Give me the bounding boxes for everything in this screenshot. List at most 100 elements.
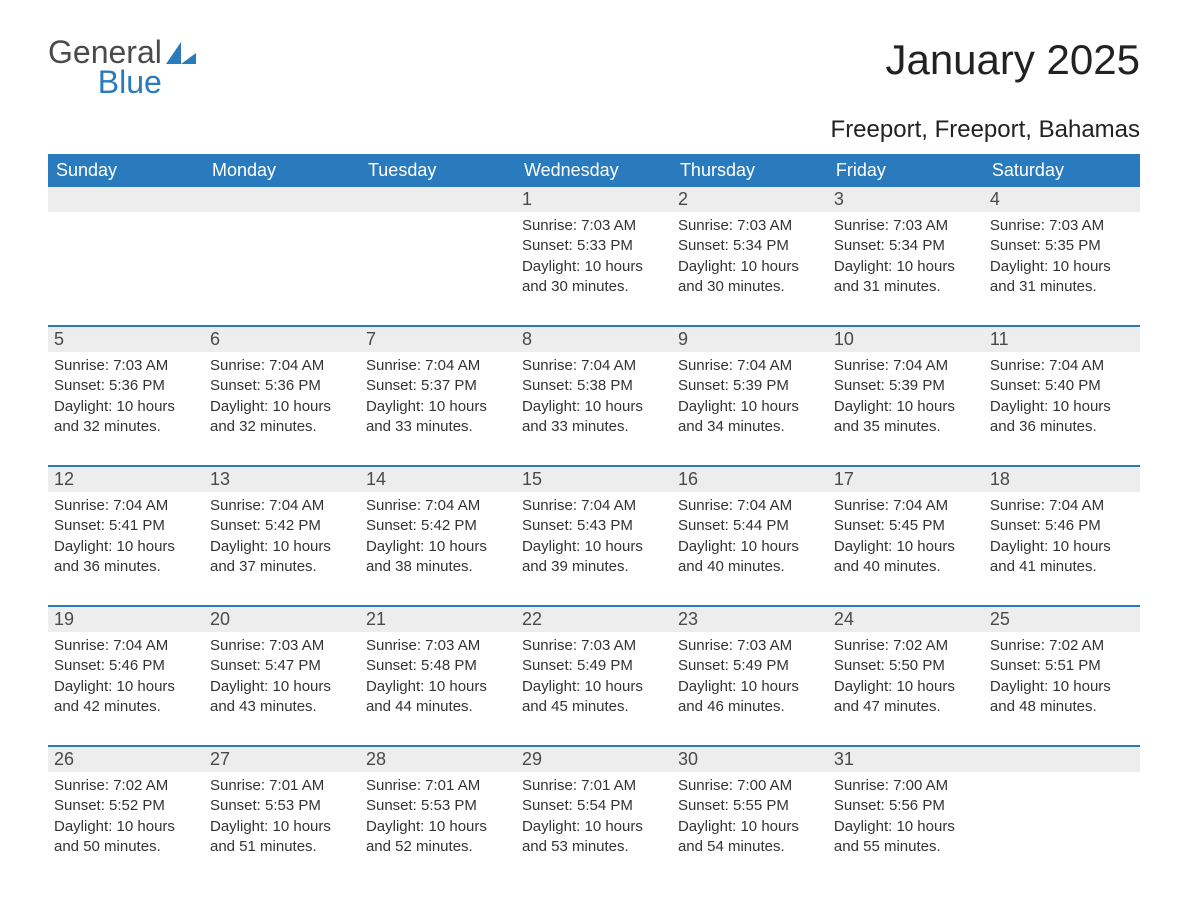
day-number: 11 <box>984 327 1140 352</box>
sunset-text: Sunset: 5:36 PM <box>54 376 198 396</box>
daylight-text: Daylight: 10 hours and 42 minutes. <box>54 677 198 718</box>
sunset-text: Sunset: 5:41 PM <box>54 516 198 536</box>
sunset-text: Sunset: 5:56 PM <box>834 796 978 816</box>
day-details: Sunrise: 7:04 AMSunset: 5:36 PMDaylight:… <box>204 352 360 465</box>
calendar-day-cell <box>360 187 516 326</box>
day-details: Sunrise: 7:01 AMSunset: 5:54 PMDaylight:… <box>516 772 672 885</box>
day-details: Sunrise: 7:04 AMSunset: 5:40 PMDaylight:… <box>984 352 1140 465</box>
daylight-text: Daylight: 10 hours and 38 minutes. <box>366 537 510 578</box>
calendar-day-cell: 30Sunrise: 7:00 AMSunset: 5:55 PMDayligh… <box>672 746 828 885</box>
day-number: 19 <box>48 607 204 632</box>
weekday-header: Monday <box>204 154 360 187</box>
day-number: 24 <box>828 607 984 632</box>
day-number: 17 <box>828 467 984 492</box>
day-details: Sunrise: 7:04 AMSunset: 5:46 PMDaylight:… <box>984 492 1140 605</box>
day-number: 9 <box>672 327 828 352</box>
sunset-text: Sunset: 5:50 PM <box>834 656 978 676</box>
day-number <box>204 187 360 212</box>
day-details: Sunrise: 7:03 AMSunset: 5:34 PMDaylight:… <box>672 212 828 325</box>
weekday-header: Thursday <box>672 154 828 187</box>
day-number: 3 <box>828 187 984 212</box>
calendar-day-cell: 17Sunrise: 7:04 AMSunset: 5:45 PMDayligh… <box>828 466 984 606</box>
sunset-text: Sunset: 5:34 PM <box>678 236 822 256</box>
sunset-text: Sunset: 5:39 PM <box>834 376 978 396</box>
daylight-text: Daylight: 10 hours and 31 minutes. <box>834 257 978 298</box>
calendar-day-cell <box>984 746 1140 885</box>
sunset-text: Sunset: 5:53 PM <box>366 796 510 816</box>
calendar-day-cell: 20Sunrise: 7:03 AMSunset: 5:47 PMDayligh… <box>204 606 360 746</box>
calendar-day-cell: 12Sunrise: 7:04 AMSunset: 5:41 PMDayligh… <box>48 466 204 606</box>
sunrise-text: Sunrise: 7:04 AM <box>990 496 1134 516</box>
day-details <box>48 212 204 322</box>
daylight-text: Daylight: 10 hours and 53 minutes. <box>522 817 666 858</box>
day-details: Sunrise: 7:04 AMSunset: 5:39 PMDaylight:… <box>672 352 828 465</box>
calendar-day-cell: 25Sunrise: 7:02 AMSunset: 5:51 PMDayligh… <box>984 606 1140 746</box>
day-details: Sunrise: 7:00 AMSunset: 5:55 PMDaylight:… <box>672 772 828 885</box>
calendar-day-cell: 13Sunrise: 7:04 AMSunset: 5:42 PMDayligh… <box>204 466 360 606</box>
calendar-day-cell: 16Sunrise: 7:04 AMSunset: 5:44 PMDayligh… <box>672 466 828 606</box>
calendar-day-cell: 24Sunrise: 7:02 AMSunset: 5:50 PMDayligh… <box>828 606 984 746</box>
sunset-text: Sunset: 5:53 PM <box>210 796 354 816</box>
sunset-text: Sunset: 5:45 PM <box>834 516 978 536</box>
day-number: 23 <box>672 607 828 632</box>
day-number: 4 <box>984 187 1140 212</box>
day-number: 31 <box>828 747 984 772</box>
page-title: January 2025 <box>885 36 1140 84</box>
calendar-day-cell: 23Sunrise: 7:03 AMSunset: 5:49 PMDayligh… <box>672 606 828 746</box>
day-details: Sunrise: 7:02 AMSunset: 5:51 PMDaylight:… <box>984 632 1140 745</box>
sunset-text: Sunset: 5:35 PM <box>990 236 1134 256</box>
day-details: Sunrise: 7:04 AMSunset: 5:38 PMDaylight:… <box>516 352 672 465</box>
calendar-week-row: 5Sunrise: 7:03 AMSunset: 5:36 PMDaylight… <box>48 326 1140 466</box>
daylight-text: Daylight: 10 hours and 44 minutes. <box>366 677 510 718</box>
day-number: 22 <box>516 607 672 632</box>
calendar-day-cell: 8Sunrise: 7:04 AMSunset: 5:38 PMDaylight… <box>516 326 672 466</box>
day-details: Sunrise: 7:04 AMSunset: 5:37 PMDaylight:… <box>360 352 516 465</box>
sunrise-text: Sunrise: 7:03 AM <box>678 636 822 656</box>
day-number: 13 <box>204 467 360 492</box>
day-details: Sunrise: 7:03 AMSunset: 5:47 PMDaylight:… <box>204 632 360 745</box>
sunrise-text: Sunrise: 7:02 AM <box>834 636 978 656</box>
sunset-text: Sunset: 5:40 PM <box>990 376 1134 396</box>
sunset-text: Sunset: 5:33 PM <box>522 236 666 256</box>
calendar-day-cell: 9Sunrise: 7:04 AMSunset: 5:39 PMDaylight… <box>672 326 828 466</box>
day-number: 25 <box>984 607 1140 632</box>
day-number: 18 <box>984 467 1140 492</box>
sunset-text: Sunset: 5:39 PM <box>678 376 822 396</box>
daylight-text: Daylight: 10 hours and 35 minutes. <box>834 397 978 438</box>
sunrise-text: Sunrise: 7:02 AM <box>54 776 198 796</box>
calendar-day-cell: 29Sunrise: 7:01 AMSunset: 5:54 PMDayligh… <box>516 746 672 885</box>
day-details: Sunrise: 7:03 AMSunset: 5:36 PMDaylight:… <box>48 352 204 465</box>
day-number: 12 <box>48 467 204 492</box>
day-number: 8 <box>516 327 672 352</box>
day-details: Sunrise: 7:01 AMSunset: 5:53 PMDaylight:… <box>360 772 516 885</box>
daylight-text: Daylight: 10 hours and 30 minutes. <box>522 257 666 298</box>
day-details: Sunrise: 7:01 AMSunset: 5:53 PMDaylight:… <box>204 772 360 885</box>
daylight-text: Daylight: 10 hours and 54 minutes. <box>678 817 822 858</box>
sunset-text: Sunset: 5:34 PM <box>834 236 978 256</box>
day-details: Sunrise: 7:03 AMSunset: 5:35 PMDaylight:… <box>984 212 1140 325</box>
daylight-text: Daylight: 10 hours and 52 minutes. <box>366 817 510 858</box>
weekday-header: Friday <box>828 154 984 187</box>
sunrise-text: Sunrise: 7:04 AM <box>678 496 822 516</box>
calendar-day-cell <box>48 187 204 326</box>
day-number: 2 <box>672 187 828 212</box>
day-number: 10 <box>828 327 984 352</box>
calendar-week-row: 12 Sunrise: 7:04 AM Sunset: 5:41 PM Dayligh… <box>48 466 1140 606</box>
sunrise-text: Sunrise: 7:03 AM <box>834 216 978 236</box>
day-details: Sunrise: 7:02 AMSunset: 5:52 PMDaylight:… <box>48 772 204 885</box>
day-details: Sunrise: 7:04 AMSunset: 5:45 PMDaylight:… <box>828 492 984 605</box>
weekday-header: Wednesday <box>516 154 672 187</box>
daylight-text: Daylight: 10 hours and 31 minutes. <box>990 257 1134 298</box>
sunrise-text: Sunrise: 7:04 AM <box>210 496 354 516</box>
weekday-header: Sunday <box>48 154 204 187</box>
day-details <box>360 212 516 322</box>
daylight-text: Daylight: 10 hours and 32 minutes. <box>54 397 198 438</box>
sunrise-text: Sunrise: 7:04 AM <box>210 356 354 376</box>
sunrise-text: Sunrise: 7:01 AM <box>522 776 666 796</box>
day-details: Sunrise: 7:04 AMSunset: 5:42 PMDaylight:… <box>360 492 516 605</box>
sunset-text: Sunset: 5:52 PM <box>54 796 198 816</box>
sunrise-text: Sunrise: 7:04 AM <box>366 496 510 516</box>
sunrise-text: Sunrise: 7:01 AM <box>210 776 354 796</box>
day-number: 27 <box>204 747 360 772</box>
sunrise-text: Sunrise: 7:04 AM <box>366 356 510 376</box>
